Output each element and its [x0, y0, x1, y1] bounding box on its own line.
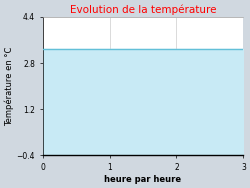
Y-axis label: Température en °C: Température en °C — [4, 46, 14, 126]
Title: Evolution de la température: Evolution de la température — [70, 4, 216, 15]
X-axis label: heure par heure: heure par heure — [104, 175, 182, 184]
